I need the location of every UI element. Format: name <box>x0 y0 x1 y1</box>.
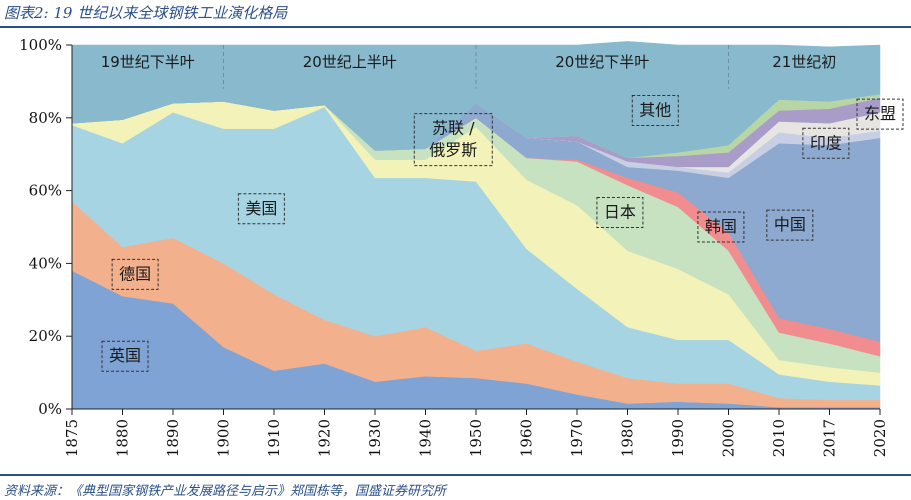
series-label: 东盟 <box>864 104 896 123</box>
x-tick-label: 2000 <box>720 419 738 457</box>
x-tick-label: 1930 <box>366 419 384 457</box>
era-label: 20世纪上半叶 <box>303 53 397 71</box>
stacked-area-chart: 0% 20% 40% 60% 80% 100% 1875 1880 1890 1900 1910 19… <box>19 36 904 457</box>
area-series-11 <box>71 41 881 159</box>
series-label: 其他 <box>639 101 671 120</box>
y-tick-label: 0% <box>38 400 62 418</box>
annotation-box <box>596 196 644 228</box>
x-tick-label: 2017 <box>821 419 839 457</box>
annotation-box <box>697 211 745 243</box>
era-label: 20世纪下半叶 <box>555 53 649 71</box>
annotation-box <box>631 95 679 127</box>
figure-title: 图表2: 19 世纪以来全球钢铁工业演化格局 <box>4 4 288 22</box>
x-tick-label: 1920 <box>316 419 334 457</box>
x-tick-label: 1875 <box>63 419 81 457</box>
footer-divider <box>0 474 911 476</box>
series-label: 苏联 / <box>432 119 475 138</box>
title-divider <box>0 26 911 28</box>
x-tick-label: 1910 <box>265 419 283 457</box>
x-tick-label: 1950 <box>467 419 485 457</box>
series-label: 日本 <box>604 202 636 221</box>
series-label: 中国 <box>774 215 806 234</box>
annotation-box <box>101 340 149 372</box>
series-label: 美国 <box>245 199 277 218</box>
annotation-box <box>802 127 850 159</box>
era-label: 19世纪下半叶 <box>101 53 195 71</box>
y-tick-label: 100% <box>19 36 62 54</box>
series-label: 韩国 <box>705 217 737 236</box>
x-tick-label: 2020 <box>871 419 889 457</box>
x-tick-label: 1890 <box>164 419 182 457</box>
annotation-box <box>766 209 814 241</box>
series-label: 俄罗斯 <box>429 141 477 160</box>
x-tick-label: 1940 <box>417 419 435 457</box>
x-tick-label: 1970 <box>568 419 586 457</box>
y-tick-label: 20% <box>29 327 62 345</box>
x-tick-label: 1960 <box>518 419 536 457</box>
y-tick-label: 80% <box>29 109 62 127</box>
x-tick-label: 1990 <box>669 419 687 457</box>
annotation-box <box>237 193 285 225</box>
series-label: 德国 <box>119 264 151 283</box>
x-tick-label: 1880 <box>114 419 132 457</box>
series-label: 印度 <box>810 133 842 152</box>
y-tick-label: 60% <box>29 182 62 200</box>
annotation-box <box>856 98 904 130</box>
series-label: 英国 <box>109 346 141 365</box>
figure-source: 资料来源：《典型国家钢铁产业发展路径与启示》郑国栋等，国盛证券研究所 <box>4 484 447 499</box>
annotation-box <box>111 258 159 290</box>
era-label: 21世纪初 <box>772 53 836 71</box>
y-tick-label: 40% <box>29 254 62 272</box>
x-tick-label: 2010 <box>770 419 788 457</box>
x-tick-label: 1900 <box>215 419 233 457</box>
x-tick-label: 1980 <box>619 419 637 457</box>
